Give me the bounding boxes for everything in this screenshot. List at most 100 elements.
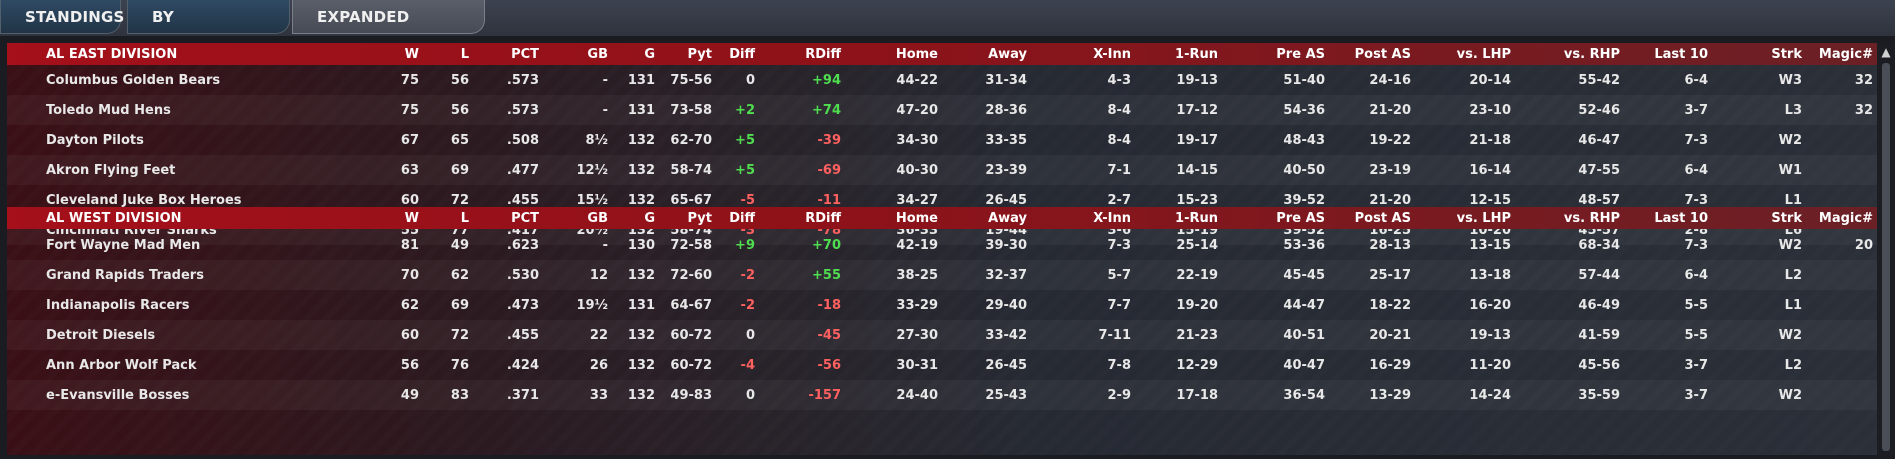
last-10-cell: 5-5 bbox=[1684, 297, 1709, 313]
team-row[interactable]: Fort Wayne Mad Men 81 49 .623 - 130 72-58 +9 +70… bbox=[7, 230, 1877, 260]
team-row[interactable]: Dayton Pilots 67 65 .508 8½ 132 62-70 +5 -39 34-3… bbox=[7, 125, 1877, 155]
column-header-pct[interactable]: PCT bbox=[511, 210, 539, 226]
vs-lhp-cell: 13-18 bbox=[1469, 267, 1511, 283]
vs-rhp-cell: 46-49 bbox=[1578, 297, 1620, 313]
team-name[interactable]: Grand Rapids Traders bbox=[46, 267, 204, 283]
column-header-streak[interactable]: Strk bbox=[1771, 210, 1802, 226]
away-cell: 28-36 bbox=[985, 102, 1027, 118]
pct-cell: .573 bbox=[506, 102, 539, 118]
team-row[interactable]: Indianapolis Racers 62 69 .473 19½ 131 64-67 -2… bbox=[7, 290, 1877, 320]
tab-by-subleague[interactable]: BY SUBLEAGUE bbox=[127, 0, 290, 60]
streak-cell: L2 bbox=[1784, 357, 1802, 373]
column-header-rdiff[interactable]: RDiff bbox=[805, 46, 841, 62]
pct-cell: .508 bbox=[506, 132, 539, 148]
column-header-streak[interactable]: Strk bbox=[1771, 46, 1802, 62]
rdiff-cell: +70 bbox=[812, 237, 841, 253]
team-row[interactable]: Ann Arbor Wolf Pack 56 76 .424 26 132 60-72 -4 -… bbox=[7, 350, 1877, 380]
diff-cell: +5 bbox=[735, 132, 755, 148]
team-row[interactable]: e-Evansville Bosses 49 83 .371 33 132 49-83 0 -1… bbox=[7, 380, 1877, 410]
team-row[interactable]: Grand Rapids Traders 70 62 .530 12 132 72-60 -2… bbox=[7, 260, 1877, 290]
home-cell: 34-27 bbox=[896, 192, 938, 208]
vertical-scrollbar[interactable]: ▲ bbox=[1877, 43, 1895, 455]
tab-standings[interactable]: STANDINGS bbox=[0, 0, 124, 34]
division-header: AL EAST DIVISION W L PCT GB G Pyt Diff RDiff Home… bbox=[7, 43, 1877, 65]
team-row[interactable]: Akron Flying Feet 63 69 .477 12½ 132 58-74 +5 -6… bbox=[7, 155, 1877, 185]
column-header-gb[interactable]: GB bbox=[587, 46, 608, 62]
team-name[interactable]: Cleveland Juke Box Heroes bbox=[46, 192, 242, 208]
column-header-pre-as[interactable]: Pre AS bbox=[1276, 210, 1325, 226]
column-header-diff[interactable]: Diff bbox=[729, 46, 755, 62]
column-header-away[interactable]: Away bbox=[988, 210, 1027, 226]
column-header-last-10[interactable]: Last 10 bbox=[1654, 46, 1708, 62]
team-name[interactable]: Fort Wayne Mad Men bbox=[46, 237, 201, 253]
w-cell: 67 bbox=[400, 132, 419, 148]
team-row[interactable]: Toledo Mud Hens 75 56 .573 - 131 73-58 +2 +74 47-… bbox=[7, 95, 1877, 125]
column-header-pyt[interactable]: Pyt bbox=[687, 210, 712, 226]
column-header-rdiff[interactable]: RDiff bbox=[805, 210, 841, 226]
column-header-l[interactable]: L bbox=[460, 46, 469, 62]
column-header-one-run[interactable]: 1-Run bbox=[1175, 210, 1218, 226]
team-name[interactable]: Dayton Pilots bbox=[46, 132, 144, 148]
column-header-g[interactable]: G bbox=[644, 46, 655, 62]
l-cell: 83 bbox=[450, 387, 469, 403]
column-header-magic-number[interactable]: Magic# bbox=[1818, 210, 1873, 226]
home-cell: 24-40 bbox=[896, 387, 938, 403]
column-header-post-as[interactable]: Post AS bbox=[1354, 46, 1411, 62]
column-header-g[interactable]: G bbox=[644, 210, 655, 226]
pyt-cell: 73-58 bbox=[670, 102, 712, 118]
last-10-cell: 7-3 bbox=[1684, 192, 1709, 208]
team-name[interactable]: Indianapolis Racers bbox=[46, 297, 190, 313]
team-name[interactable]: Akron Flying Feet bbox=[46, 162, 176, 178]
team-name[interactable]: Columbus Golden Bears bbox=[46, 72, 221, 88]
column-header-vs-lhp[interactable]: vs. LHP bbox=[1456, 46, 1511, 62]
column-header-gb[interactable]: GB bbox=[587, 210, 608, 226]
vs-lhp-cell: 14-24 bbox=[1469, 387, 1511, 403]
column-header-post-as[interactable]: Post AS bbox=[1354, 210, 1411, 226]
g-cell: 132 bbox=[627, 132, 655, 148]
column-header-w[interactable]: W bbox=[404, 210, 419, 226]
magic-number-cell: 32 bbox=[1854, 102, 1873, 118]
column-header-vs-rhp[interactable]: vs. RHP bbox=[1563, 210, 1620, 226]
column-header-x-inn[interactable]: X-Inn bbox=[1093, 46, 1131, 62]
pre-as-cell: 51-40 bbox=[1283, 72, 1325, 88]
pct-cell: .455 bbox=[506, 192, 539, 208]
column-header-vs-lhp[interactable]: vs. LHP bbox=[1456, 210, 1511, 226]
team-name[interactable]: Ann Arbor Wolf Pack bbox=[46, 357, 197, 373]
column-header-last-10[interactable]: Last 10 bbox=[1654, 210, 1708, 226]
pyt-cell: 72-58 bbox=[670, 237, 712, 253]
column-header-pct[interactable]: PCT bbox=[511, 46, 539, 62]
team-name[interactable]: Toledo Mud Hens bbox=[46, 102, 171, 118]
last-10-cell: 7-3 bbox=[1684, 237, 1709, 253]
column-header-magic-number[interactable]: Magic# bbox=[1818, 46, 1873, 62]
l-cell: 76 bbox=[450, 357, 469, 373]
column-header-x-inn[interactable]: X-Inn bbox=[1093, 210, 1131, 226]
scroll-thumb[interactable] bbox=[1882, 63, 1890, 451]
diff-cell: +9 bbox=[735, 237, 755, 253]
column-header-pre-as[interactable]: Pre AS bbox=[1276, 46, 1325, 62]
tab-expanded-standings[interactable]: EXPANDED STANDINGS bbox=[292, 0, 485, 60]
team-name[interactable]: e-Evansville Bosses bbox=[46, 387, 190, 403]
away-cell: 26-45 bbox=[985, 192, 1027, 208]
streak-cell: W2 bbox=[1778, 237, 1802, 253]
column-header-away[interactable]: Away bbox=[988, 46, 1027, 62]
column-header-diff[interactable]: Diff bbox=[729, 210, 755, 226]
column-header-home[interactable]: Home bbox=[895, 46, 938, 62]
team-name[interactable]: Detroit Diesels bbox=[46, 327, 156, 343]
team-row[interactable]: Cleveland Juke Box Heroes 60 72 .455 15½ 132 6… bbox=[7, 185, 1877, 215]
last-10-cell: 5-5 bbox=[1684, 327, 1709, 343]
column-header-vs-rhp[interactable]: vs. RHP bbox=[1563, 46, 1620, 62]
team-row[interactable]: Detroit Diesels 60 72 .455 22 132 60-72 0 -45 27-… bbox=[7, 320, 1877, 350]
tab-bar: STANDINGS BY SUBLEAGUE EXPANDED STANDING… bbox=[0, 0, 1895, 60]
one-run-cell: 19-20 bbox=[1176, 297, 1218, 313]
column-header-home[interactable]: Home bbox=[895, 210, 938, 226]
column-header-pyt[interactable]: Pyt bbox=[687, 46, 712, 62]
home-cell: 27-30 bbox=[896, 327, 938, 343]
column-header-l[interactable]: L bbox=[460, 210, 469, 226]
pct-cell: .473 bbox=[506, 297, 539, 313]
column-header-w[interactable]: W bbox=[404, 46, 419, 62]
rdiff-cell: -11 bbox=[817, 192, 842, 208]
column-header-one-run[interactable]: 1-Run bbox=[1175, 46, 1218, 62]
scroll-up-icon[interactable]: ▲ bbox=[1881, 45, 1891, 59]
team-row[interactable]: Columbus Golden Bears 75 56 .573 - 131 75-56 0 +… bbox=[7, 65, 1877, 95]
gb-cell: - bbox=[602, 237, 608, 253]
